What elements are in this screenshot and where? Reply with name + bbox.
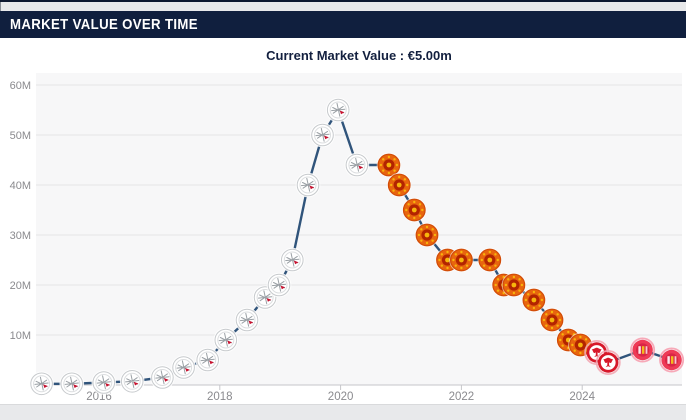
y-axis-label: 50M xyxy=(10,130,31,142)
y-axis-label: 20M xyxy=(10,280,31,292)
market-value-panel: MARKET VALUE OVER TIME Current Market Va… xyxy=(0,11,686,405)
x-axis-label: 2024 xyxy=(569,391,595,403)
club-crest-marker-manutd[interactable] xyxy=(477,247,502,273)
club-crest-marker-ajax[interactable] xyxy=(344,152,370,178)
club-crest-marker-ajax[interactable] xyxy=(29,371,54,397)
club-crest-marker-manutd[interactable] xyxy=(539,307,565,333)
club-crest-marker-ajax[interactable] xyxy=(234,307,260,333)
club-crest-marker-ajax[interactable] xyxy=(119,368,145,394)
club-crest-marker-manutd[interactable] xyxy=(449,247,474,273)
club-crest-marker-manutd[interactable] xyxy=(521,287,547,313)
panel-header: MARKET VALUE OVER TIME xyxy=(0,11,686,38)
club-crest-marker-ajax[interactable] xyxy=(213,327,239,353)
club-crest-marker-ajax[interactable] xyxy=(310,122,335,148)
club-crest-marker-ajax[interactable] xyxy=(171,355,196,380)
x-axis-label: 2022 xyxy=(449,391,475,403)
club-crest-marker-girona[interactable] xyxy=(659,347,685,373)
top-edge-line xyxy=(0,0,686,2)
club-crest-marker-girona[interactable] xyxy=(630,337,656,363)
club-crest-marker-ajax[interactable] xyxy=(325,97,351,123)
club-crest-marker-eintracht[interactable] xyxy=(595,349,621,376)
club-crest-marker-ajax[interactable] xyxy=(91,370,117,395)
y-axis-label: 10M xyxy=(10,330,31,342)
club-crest-marker-manutd[interactable] xyxy=(376,152,402,178)
current-market-value-text: Current Market Value : €5.00m xyxy=(266,48,452,63)
club-crest-marker-ajax[interactable] xyxy=(279,247,305,273)
club-crest-marker-manutd[interactable] xyxy=(387,172,412,198)
club-crest-marker-manutd[interactable] xyxy=(402,197,427,223)
club-crest-marker-manutd[interactable] xyxy=(501,272,527,298)
y-axis-label: 40M xyxy=(10,180,31,192)
y-axis-label: 60M xyxy=(10,80,31,92)
panel-title: MARKET VALUE OVER TIME xyxy=(10,16,198,33)
club-crest-marker-ajax[interactable] xyxy=(195,347,220,373)
club-crest-marker-ajax[interactable] xyxy=(59,371,85,397)
y-axis-label: 30M xyxy=(10,230,31,242)
club-crest-marker-ajax[interactable] xyxy=(295,172,321,198)
club-crest-marker-ajax[interactable] xyxy=(266,272,292,298)
club-crest-marker-manutd[interactable] xyxy=(414,222,440,248)
market-value-chart[interactable]: 60M 50M 40M 30M 20M 10M 2016 2018 2020 2022 2024 xyxy=(0,70,686,405)
x-axis-label: 2018 xyxy=(207,391,233,403)
club-crest-marker-ajax[interactable] xyxy=(150,365,175,390)
x-axis-label: 2020 xyxy=(328,391,354,403)
